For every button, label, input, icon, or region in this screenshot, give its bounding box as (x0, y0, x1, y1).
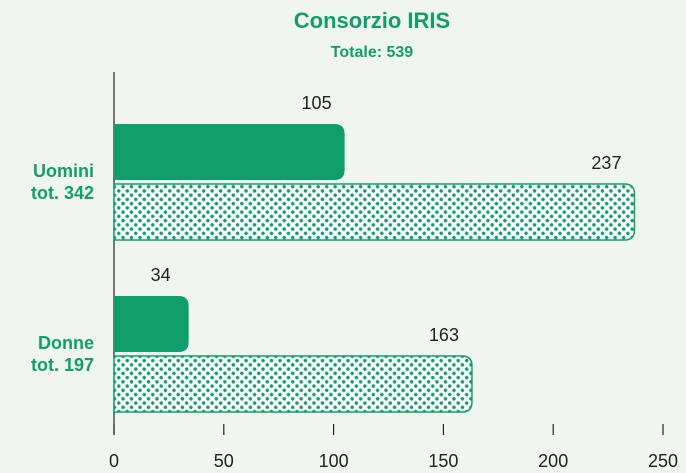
value-label: 163 (429, 325, 459, 345)
x-tick-label: 50 (214, 451, 234, 471)
x-tick-label: 150 (428, 451, 458, 471)
value-label: 34 (151, 265, 171, 285)
value-label: 237 (591, 153, 621, 173)
bar (113, 355, 473, 413)
chart-subtitle: Totale: 539 (331, 44, 414, 61)
x-tick-label: 100 (319, 451, 349, 471)
value-label: 105 (302, 93, 332, 113)
bar (114, 296, 189, 352)
chart-title: Consorzio IRIS (294, 8, 450, 33)
y-tick-label: Uomini tot. 342 (30, 161, 94, 203)
x-tick-label: 0 (109, 451, 119, 471)
x-tick-label: 200 (538, 451, 568, 471)
bar (114, 124, 345, 180)
y-tick-label: Donne tot. 197 (30, 333, 94, 375)
bar (113, 183, 636, 241)
x-tick-label: 250 (648, 451, 678, 471)
